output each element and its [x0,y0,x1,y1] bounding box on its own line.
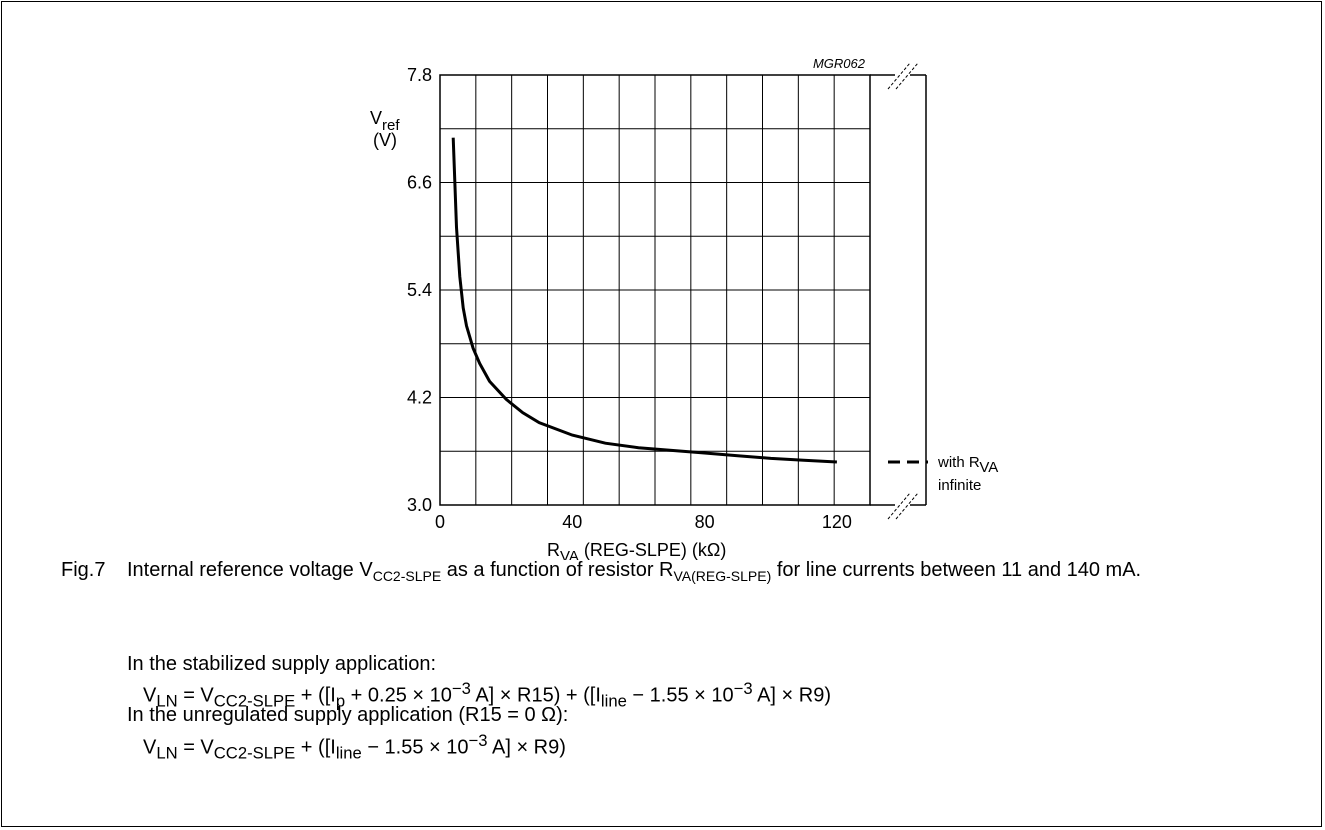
chart-grid [440,75,870,505]
x-tick-label: 80 [695,512,715,532]
break-mark-bottom [887,492,911,520]
vref-chart: MGR062 3.0 4.2 5.4 6.6 7.8 0 40 80 120 Vref (V)… [370,56,998,560]
y-tick-labels: 3.0 4.2 5.4 6.6 7.8 [407,65,432,515]
y-axis-unit: (V) [373,130,397,150]
stabilized-intro: In the stabilized supply application: [127,653,437,675]
y-tick-label: 4.2 [407,388,432,408]
infinite-annotation-line1: with RVA [937,454,998,476]
figure-code: MGR062 [813,56,866,71]
x-tick-labels: 0 40 80 120 [435,512,852,532]
y-tick-label: 7.8 [407,65,432,85]
y-tick-label: 6.6 [407,173,432,193]
x-tick-label: 0 [435,512,445,532]
infinite-annotation-line2: infinite [938,477,981,494]
break-mark-top [887,62,911,90]
y-axis-label: Vref [370,108,400,134]
unregulated-equation: VLN = VCC2-SLPE + ([Iline − 1.55 × 10−3 … [143,731,566,763]
x-tick-label: 40 [562,512,582,532]
y-tick-label: 5.4 [407,280,432,300]
break-mark-top [895,62,919,90]
figure-number: Fig.7 [61,559,106,581]
stabilized-equation: VLN = VCC2-SLPE + ([Ip + 0.25 × 10−3 A] … [143,679,831,711]
break-mark-bottom [895,492,919,520]
plot-border [439,74,871,506]
vref-curve [451,137,837,464]
y-tick-label: 3.0 [407,495,432,515]
figure-caption: Internal reference voltage VCC2-SLPE as … [127,559,1142,584]
x-axis-label: RVA (REG-SLPE) (kΩ) [547,540,726,560]
unregulated-intro: In the unregulated supply application (R… [127,704,569,726]
axis-break-region [870,62,927,520]
x-tick-label: 120 [822,512,852,532]
